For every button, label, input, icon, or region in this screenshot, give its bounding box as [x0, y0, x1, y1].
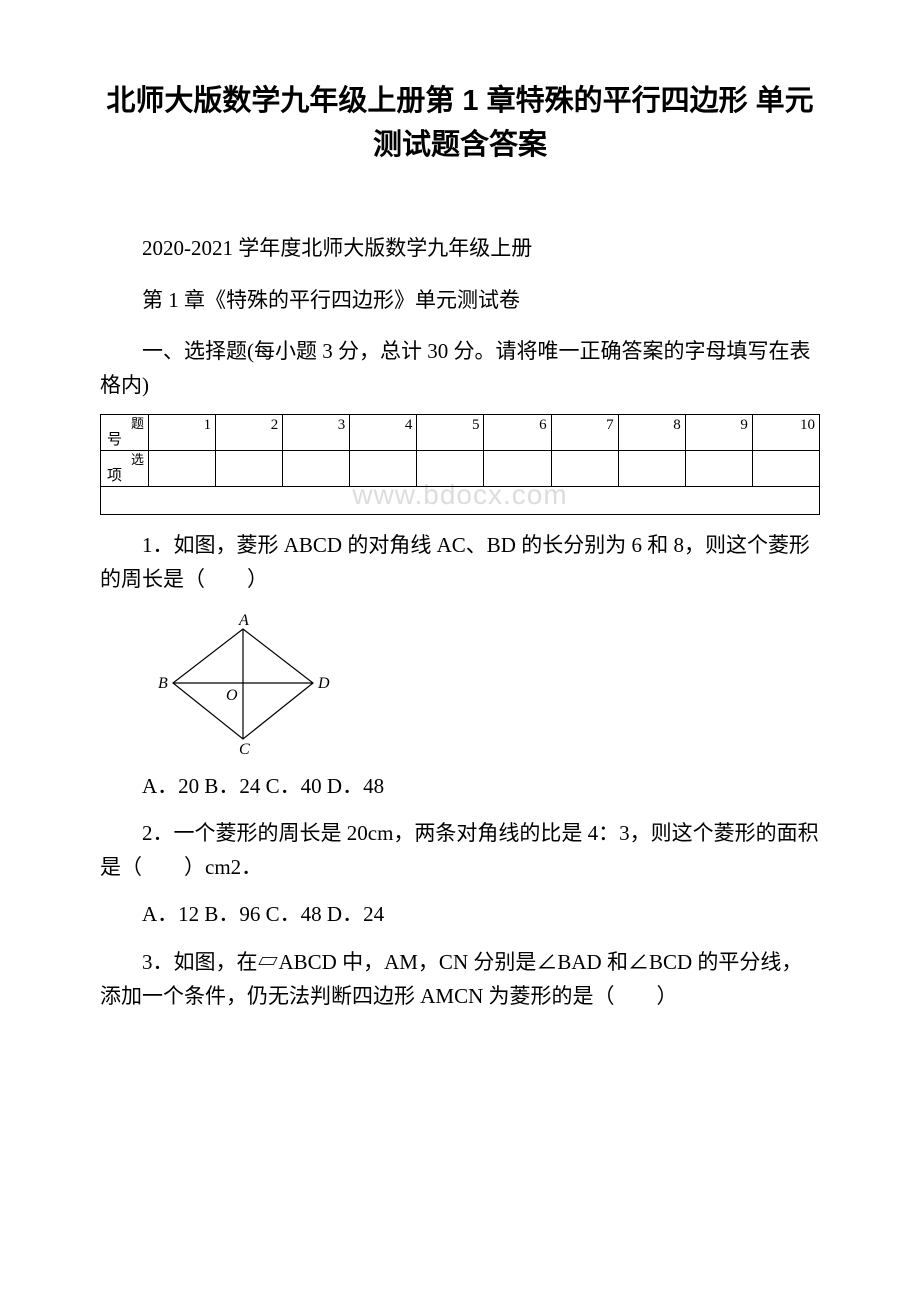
table-cell	[149, 451, 216, 487]
table-cell	[216, 451, 283, 487]
page-title: 北师大版数学九年级上册第 1 章特殊的平行四边形 单元测试题含答案	[100, 80, 820, 167]
question-1-figure: A B C D O	[148, 611, 820, 756]
table-row: 题 号 1 2 3 4 5 6 7 8 9 10	[101, 415, 820, 451]
table-cell: www.bdocx.com	[101, 487, 820, 515]
question-1-options: A．20 B．24 C．40 D．48	[100, 770, 820, 804]
table-cell: 6	[484, 415, 551, 451]
vertex-label-c: C	[239, 741, 250, 756]
answer-table: 题 号 1 2 3 4 5 6 7 8 9 10 选 项 www.bdocx.c…	[100, 414, 820, 515]
table-cell: 8	[618, 415, 685, 451]
table-cell: 2	[216, 415, 283, 451]
table-cell: 7	[551, 415, 618, 451]
question-2-text: 2．一个菱形的周长是 20cm，两条对角线的比是 4：3，则这个菱形的面积是（ …	[100, 817, 820, 884]
chapter-title: 第 1 章《特殊的平行四边形》单元测试卷	[100, 284, 820, 318]
table-header-answer-choice: 选 项	[101, 451, 149, 487]
table-cell: 1	[149, 415, 216, 451]
table-cell	[283, 451, 350, 487]
question-2-options: A．12 B．96 C．48 D．24	[100, 898, 820, 932]
rhombus-diagram-icon: A B C D O	[148, 611, 338, 756]
table-cell: 3	[283, 415, 350, 451]
center-label-o: O	[226, 687, 238, 704]
table-cell	[417, 451, 484, 487]
table-cell	[484, 451, 551, 487]
table-cell	[685, 451, 752, 487]
table-cell: 5	[417, 415, 484, 451]
table-cell: 10	[752, 415, 819, 451]
table-row: 选 项	[101, 451, 820, 487]
table-cell	[752, 451, 819, 487]
table-cell	[350, 451, 417, 487]
table-cell: 4	[350, 415, 417, 451]
table-row: www.bdocx.com	[101, 487, 820, 515]
vertex-label-a: A	[238, 612, 249, 629]
vertex-label-d: D	[317, 675, 330, 692]
table-cell: 9	[685, 415, 752, 451]
table-cell	[618, 451, 685, 487]
vertex-label-b: B	[158, 675, 168, 692]
question-1-text: 1．如图，菱形 ABCD 的对角线 AC、BD 的长分别为 6 和 8，则这个菱…	[100, 529, 820, 596]
section-1-description: 一、选择题(每小题 3 分，总计 30 分。请将唯一正确答案的字母填写在表格内)	[100, 335, 820, 402]
table-header-question-number: 题 号	[101, 415, 149, 451]
subtitle: 2020-2021 学年度北师大版数学九年级上册	[100, 232, 820, 266]
question-3-text: 3．如图，在▱ABCD 中，AM，CN 分别是∠BAD 和∠BCD 的平分线，添…	[100, 946, 820, 1013]
table-cell	[551, 451, 618, 487]
